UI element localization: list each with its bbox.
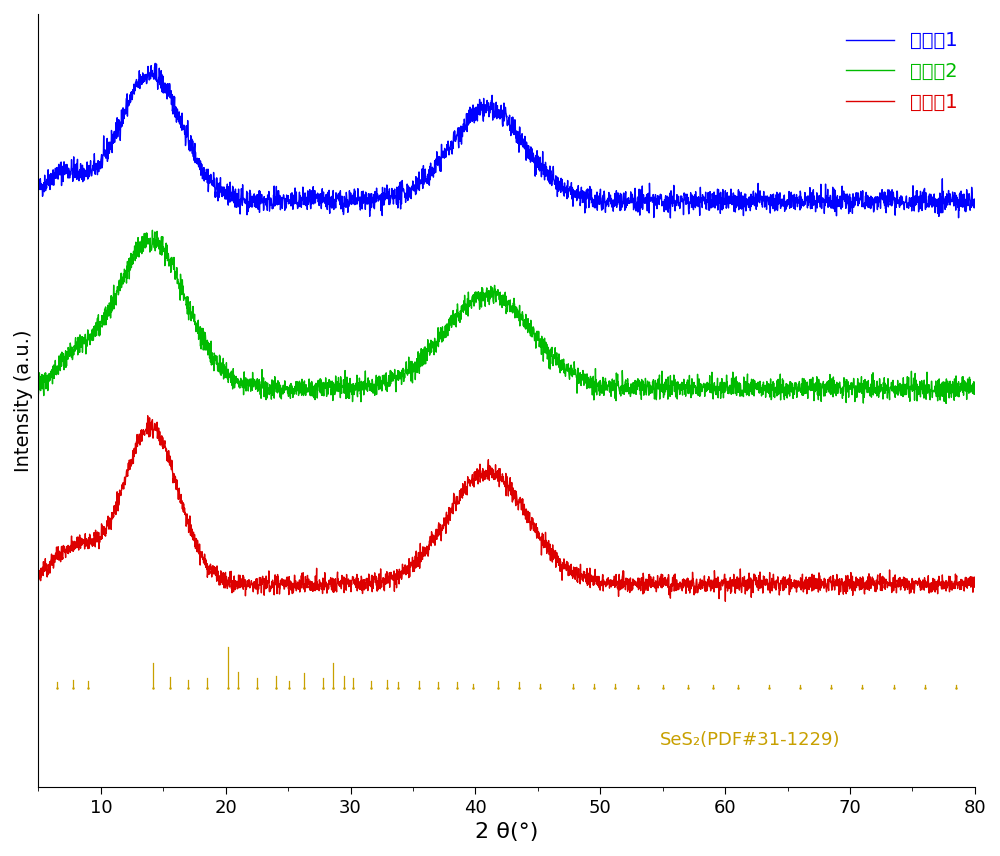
对比奡1 <box>951 580 963 590</box>
对比奡1 <box>969 575 981 586</box>
Text: SeS₂(PDF#31-1229): SeS₂(PDF#31-1229) <box>660 731 840 749</box>
实施奡1 <box>664 213 676 223</box>
实施奡2 <box>146 225 158 235</box>
Line: 实施奡2: 实施奡2 <box>38 230 975 403</box>
实施奡1 <box>969 197 981 207</box>
实施奡1 <box>139 69 151 80</box>
对比奡1 <box>719 596 731 606</box>
Line: 对比奡1: 对比奡1 <box>38 416 975 601</box>
对比奡1 <box>392 567 404 577</box>
对比奡1 <box>139 425 151 436</box>
对比奡1 <box>195 550 207 561</box>
实施奡2 <box>392 366 404 376</box>
实施奡1 <box>951 193 963 203</box>
Line: 实施奡1: 实施奡1 <box>38 63 975 218</box>
对比奡1 <box>32 575 44 586</box>
对比奡1 <box>142 411 154 421</box>
实施奡2 <box>850 381 862 391</box>
对比奡1 <box>850 572 862 582</box>
实施奡2 <box>195 344 207 354</box>
实施奡2 <box>139 243 151 253</box>
实施奡1 <box>392 203 404 213</box>
X-axis label: 2 θ(°): 2 θ(°) <box>475 822 538 842</box>
实施奡1 <box>850 187 862 198</box>
实施奡2 <box>969 389 981 399</box>
实施奡2 <box>432 342 444 352</box>
Legend: 实施奡1, 实施奡2, 对比奡1: 实施奡1, 实施奡2, 对比奡1 <box>838 24 965 120</box>
实施奡2 <box>940 398 952 408</box>
Y-axis label: Intensity (a.u.): Intensity (a.u.) <box>14 329 33 472</box>
对比奡1 <box>432 521 444 532</box>
实施奡2 <box>32 389 44 399</box>
实施奡2 <box>951 383 963 393</box>
实施奡1 <box>195 158 207 169</box>
实施奡1 <box>32 181 44 192</box>
实施奡1 <box>432 158 444 169</box>
实施奡1 <box>149 58 161 68</box>
